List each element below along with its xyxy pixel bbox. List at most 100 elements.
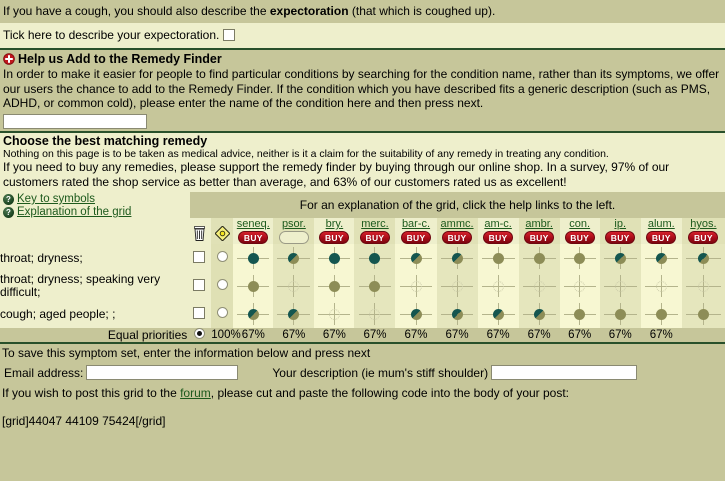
grid-cell[interactable] <box>477 244 519 272</box>
grid-cell[interactable] <box>273 300 315 328</box>
grid-explanation-box: For an explanation of the grid, click th… <box>190 192 725 218</box>
grid-cell[interactable] <box>395 272 437 300</box>
grid-cell[interactable] <box>314 300 355 328</box>
mark-half-icon <box>697 252 709 264</box>
grid-cell[interactable] <box>681 244 725 272</box>
symptom-delete-checkbox[interactable] <box>193 306 206 319</box>
symptom-priority-radio-cell <box>211 300 234 328</box>
explanation-of-grid-link[interactable]: ? Explanation of the grid <box>0 205 190 218</box>
percent-value: 67% <box>477 328 519 342</box>
remedy-name-link[interactable]: ip. <box>614 218 627 230</box>
buy-button[interactable]: BUY <box>442 231 473 244</box>
remedy-name-link[interactable]: ambr. <box>525 218 553 230</box>
mark-half-icon <box>533 308 545 320</box>
grid-cell[interactable] <box>559 244 600 272</box>
buy-button[interactable]: BUY <box>564 231 595 244</box>
grid-cell[interactable] <box>640 244 682 272</box>
symptom-delete-checkbox[interactable] <box>193 250 206 263</box>
buy-button[interactable]: BUY <box>483 231 514 244</box>
grid-explanation-text: For an explanation of the grid, click th… <box>299 198 616 212</box>
grid-cell[interactable] <box>599 300 641 328</box>
grid-cell[interactable] <box>599 244 641 272</box>
grid-cell[interactable] <box>233 272 274 300</box>
grid-cell[interactable] <box>518 244 560 272</box>
grid-cell[interactable] <box>436 244 478 272</box>
mark-full-icon <box>247 252 259 264</box>
buy-button[interactable]: BUY <box>605 231 636 244</box>
grid-cell[interactable] <box>518 300 560 328</box>
remedy-name-link[interactable]: alum. <box>647 218 675 230</box>
grid-cell[interactable] <box>395 244 437 272</box>
mark-empty-icon <box>655 280 667 292</box>
percent-value: 100% <box>211 328 241 342</box>
buy-button[interactable]: BUY <box>238 231 269 244</box>
symptom-label: throat; dryness; speaking very difficult… <box>0 272 188 300</box>
grid-cell[interactable] <box>436 300 478 328</box>
grid-code-text: [grid]44047 44109 75424[/grid] <box>2 414 166 428</box>
grid-cell[interactable] <box>354 300 396 328</box>
symptom-priority-radio[interactable] <box>216 307 228 318</box>
remedy-name-link[interactable]: hyos. <box>690 218 717 230</box>
equal-priorities-radio[interactable] <box>193 328 205 339</box>
grid-cell[interactable] <box>599 272 641 300</box>
key-to-symbols-link[interactable]: ? Key to symbols <box>0 192 190 205</box>
forum-sentence-post: , please cut and paste the following cod… <box>210 386 570 400</box>
forum-link[interactable]: forum <box>180 386 211 400</box>
remedy-header-seneq: seneq. BUY <box>233 218 274 244</box>
symptom-priority-radio[interactable] <box>216 279 228 290</box>
remedy-name-link[interactable]: bar-c. <box>401 218 431 230</box>
mark-empty-icon <box>492 280 504 292</box>
remedy-name-link[interactable]: bry. <box>325 218 344 230</box>
grid-cell[interactable] <box>354 272 396 300</box>
grid-cell[interactable] <box>681 272 725 300</box>
condition-name-input[interactable] <box>3 114 147 129</box>
grid-cell[interactable] <box>354 244 396 272</box>
grid-cell[interactable] <box>559 272 600 300</box>
grid-cell[interactable] <box>273 272 315 300</box>
buy-button[interactable]: BUY <box>688 231 719 244</box>
grid-cell[interactable] <box>477 272 519 300</box>
expectoration-sentence-post: (that which is coughed up). <box>348 4 496 18</box>
mark-olive-icon <box>369 280 381 292</box>
expectoration-checkbox[interactable] <box>223 29 236 41</box>
remedy-name-link[interactable]: ammc. <box>440 218 474 230</box>
grid-cell[interactable] <box>233 300 274 328</box>
trash-can-icon[interactable] <box>193 226 206 244</box>
mark-half-icon <box>655 252 667 264</box>
grid-cell[interactable] <box>395 300 437 328</box>
mark-empty-icon <box>410 280 422 292</box>
grid-cell[interactable] <box>681 300 725 328</box>
remedy-header-ambr: ambr. BUY <box>518 218 560 244</box>
buy-button[interactable]: BUY <box>359 231 390 244</box>
grid-cell[interactable] <box>314 272 355 300</box>
remedy-name-link[interactable]: seneq. <box>236 218 270 230</box>
yellow-diamond-icon[interactable] <box>214 225 231 244</box>
mark-half-icon <box>288 308 300 320</box>
grid-header-spacer <box>0 218 188 244</box>
symptom-delete-checkbox[interactable] <box>193 278 206 291</box>
remedy-name-link[interactable]: psor. <box>281 218 306 230</box>
grid-cell[interactable] <box>518 272 560 300</box>
grid-cell[interactable] <box>640 300 682 328</box>
remedy-name-link[interactable]: am-c. <box>484 218 512 230</box>
email-label: Email address: <box>4 365 84 380</box>
email-field[interactable] <box>86 365 239 380</box>
grid-cell[interactable] <box>436 272 478 300</box>
mark-empty-icon <box>614 280 626 292</box>
remedy-name-link[interactable]: con. <box>569 218 591 230</box>
grid-cell[interactable] <box>559 300 600 328</box>
grid-cell[interactable] <box>477 300 519 328</box>
symptom-priority-radio[interactable] <box>216 251 228 262</box>
grid-header-row: seneq. BUY psor. bry. BUY merc. BUY bar-… <box>0 218 725 244</box>
buy-button[interactable]: BUY <box>646 231 677 244</box>
description-field[interactable] <box>491 365 638 380</box>
buy-button[interactable]: BUY <box>524 231 555 244</box>
mark-empty-icon <box>574 280 586 292</box>
remedy-name-link[interactable]: merc. <box>361 218 389 230</box>
buy-button[interactable]: BUY <box>319 231 350 244</box>
grid-cell[interactable] <box>640 272 682 300</box>
buy-button[interactable]: BUY <box>401 231 431 244</box>
grid-cell[interactable] <box>273 244 315 272</box>
grid-cell[interactable] <box>233 244 274 272</box>
grid-cell[interactable] <box>314 244 355 272</box>
